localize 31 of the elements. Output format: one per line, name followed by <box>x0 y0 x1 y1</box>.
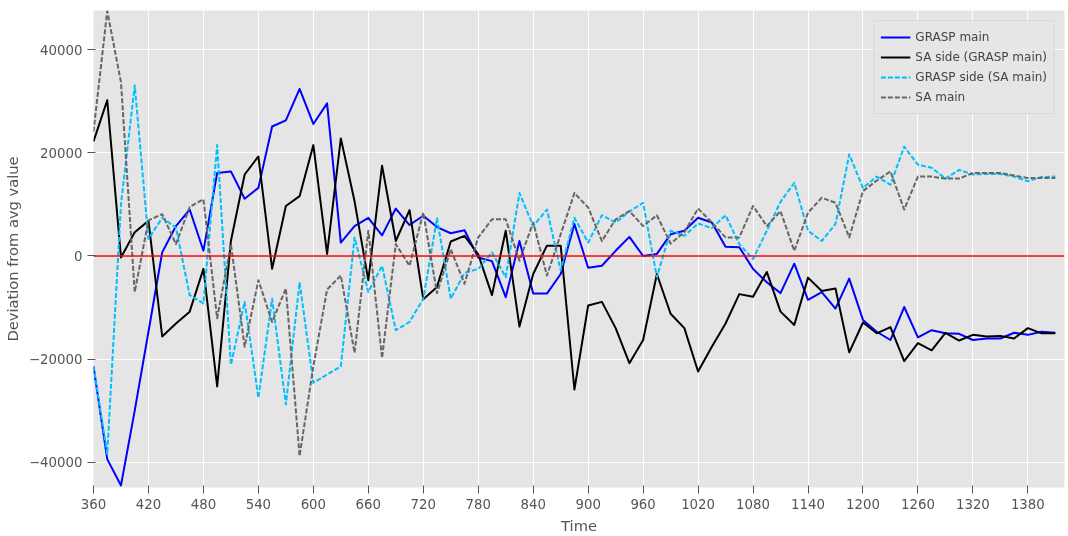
y-tick-label: −40000 <box>28 455 83 471</box>
x-tick-label: 360 <box>80 496 107 512</box>
y-axis-title: Deviation from avg value <box>3 156 21 342</box>
x-tick-label: 480 <box>190 496 217 512</box>
x-axis-title: Time <box>560 516 597 534</box>
x-tick-label: 900 <box>575 496 601 512</box>
x-tick-label: 1080 <box>736 496 771 512</box>
x-tick-label: 720 <box>410 496 437 512</box>
y-tick-label: 40000 <box>40 42 83 58</box>
x-tick-label: 420 <box>135 496 162 512</box>
legend-label: SA main <box>915 90 966 104</box>
legend-label: GRASP side (SA main) <box>915 70 1047 84</box>
y-tick-label: −20000 <box>28 352 83 368</box>
x-tick-label: 960 <box>630 496 656 512</box>
x-tick-label: 1140 <box>791 496 825 512</box>
x-tick-label: 1380 <box>1010 496 1045 512</box>
x-tick-label: 780 <box>465 496 491 512</box>
x-tick-label: 660 <box>355 496 382 512</box>
line-series <box>93 99 1057 391</box>
x-tick-label: 1020 <box>681 496 716 512</box>
x-tick-label: 1320 <box>955 496 990 512</box>
legend-label: SA side (GRASP main) <box>915 50 1047 64</box>
line-series <box>93 10 1057 458</box>
legend-label: GRASP main <box>915 30 990 44</box>
x-tick-label: 540 <box>245 496 272 512</box>
x-tick-label: 600 <box>300 496 327 512</box>
x-tick-label: 840 <box>520 496 546 512</box>
x-tick-label: 1200 <box>846 496 880 512</box>
y-tick-label: 20000 <box>40 145 83 161</box>
y-tick-label: 0 <box>74 248 83 264</box>
x-tick-label: 1260 <box>900 496 935 512</box>
